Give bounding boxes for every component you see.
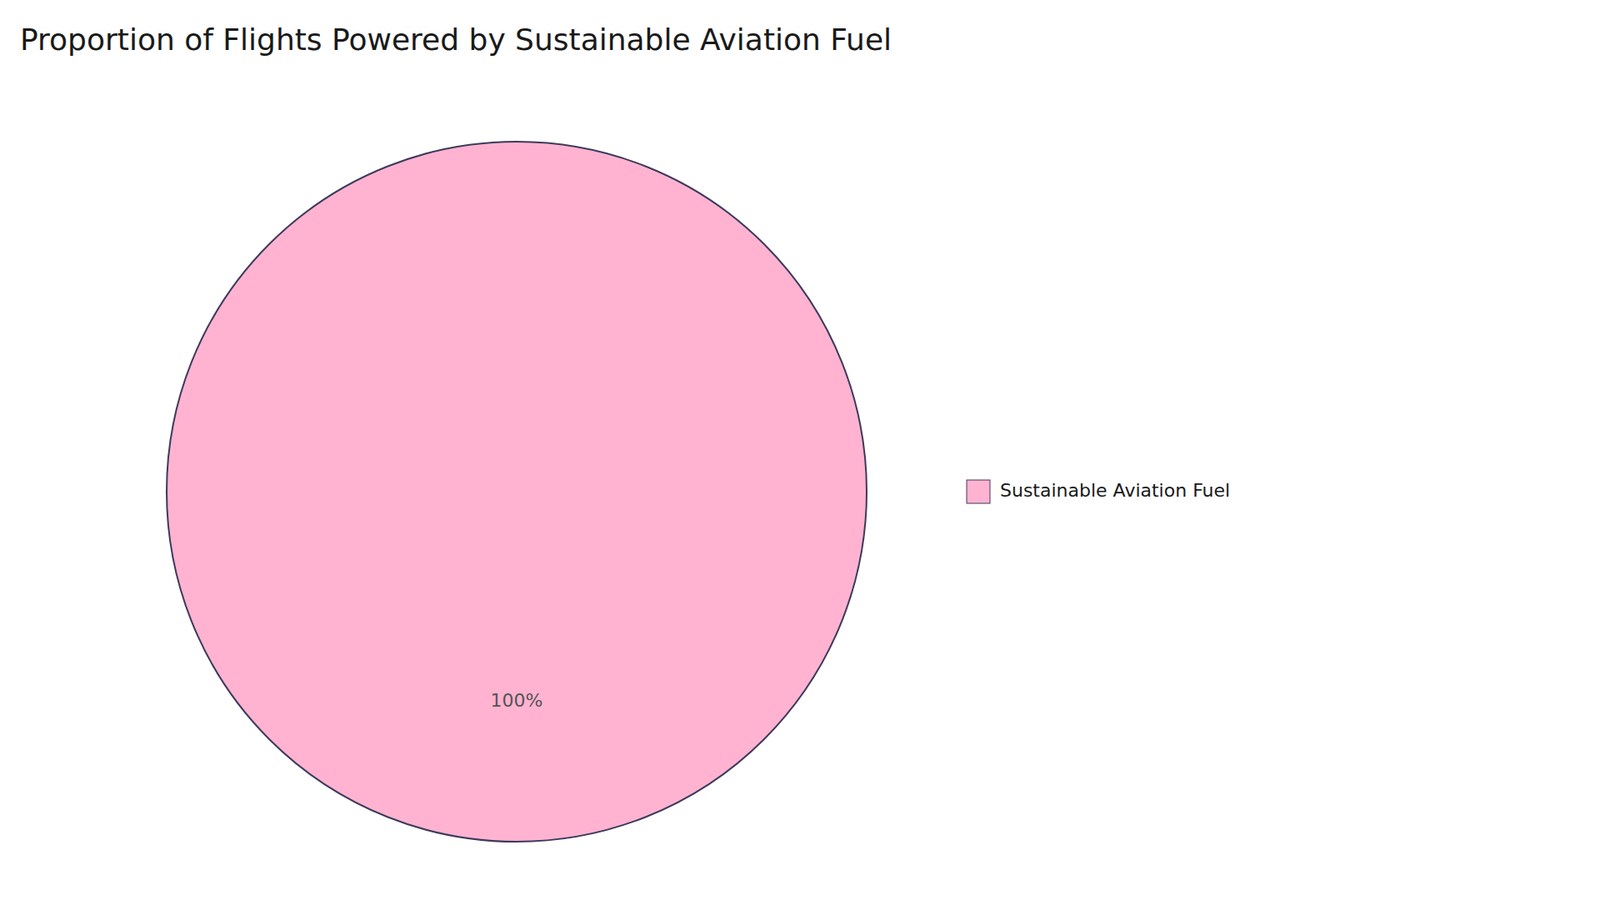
background <box>0 0 1600 900</box>
data-label: 100% <box>490 690 544 711</box>
chart: Proportion of Flights Powered by Sustain… <box>0 0 1600 900</box>
slices <box>166 141 867 842</box>
legend-swatch <box>966 480 990 504</box>
title: Proportion of Flights Powered by Sustain… <box>20 22 892 57</box>
pie-slice <box>166 141 867 842</box>
legend-label: Sustainable Aviation Fuel <box>1000 480 1230 501</box>
data-labels: 100% <box>490 690 544 711</box>
legend: Sustainable Aviation Fuel <box>966 480 1230 504</box>
